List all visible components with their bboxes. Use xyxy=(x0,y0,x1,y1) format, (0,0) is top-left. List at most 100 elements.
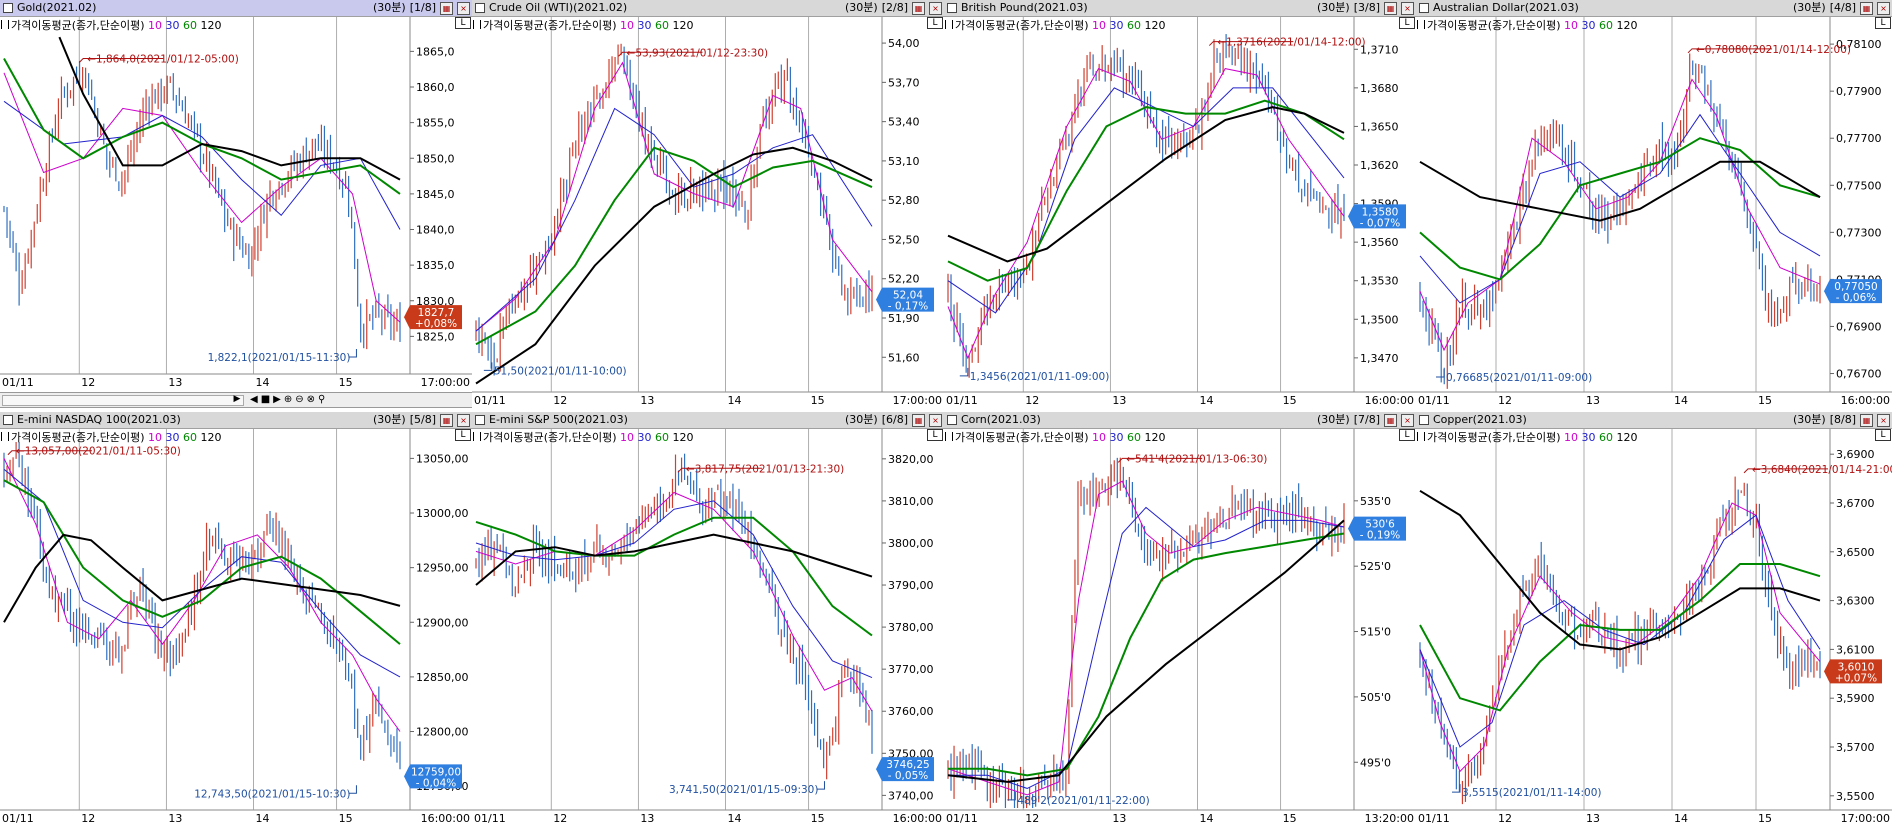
grid-icon[interactable]: ▦ xyxy=(1384,413,1397,427)
chart-title-bar[interactable]: British Pound(2021.03) (30분) [3/8] ▦ × xyxy=(944,0,1416,17)
log-scale-toggle[interactable]: L xyxy=(927,17,943,29)
ma-period-120: 120 xyxy=(1141,431,1166,444)
close-icon[interactable]: × xyxy=(457,413,470,427)
close-icon[interactable]: × xyxy=(1401,413,1414,427)
ma-line-10 xyxy=(947,480,1345,796)
page-indicator: [3/8] xyxy=(1353,1,1380,14)
low-label: 1,822,1(2021/01/15-11:30) xyxy=(208,352,351,364)
play-icon[interactable]: ▶ xyxy=(273,394,281,405)
zoom-reset-icon[interactable]: ⊗ xyxy=(306,394,316,405)
chart-scroll-toolbar[interactable]: ▶ ◀ ■ ▶ ⊕ ⊖ ⊗ ⚲ xyxy=(0,392,472,408)
close-icon[interactable]: × xyxy=(929,1,942,15)
high-label: ←53,93(2021/01/12-23:30) xyxy=(627,47,769,59)
page-indicator: [5/8] xyxy=(409,413,436,426)
ma-period-120: 120 xyxy=(1141,19,1166,32)
grid-icon[interactable]: ▦ xyxy=(1860,1,1873,15)
ma-period-60: 60 xyxy=(1123,431,1142,444)
chart-panel[interactable]: Gold(2021.02) (30분) [1/8] ▦ × 가격이동평균(종가,단순이평)… xyxy=(0,0,473,412)
ma-line-60 xyxy=(948,532,1345,777)
log-scale-toggle[interactable]: L xyxy=(455,17,471,29)
price-chart[interactable]: 01/11 12 13 14 15 13:20:00 535'0 525'0 515'0 505'… xyxy=(944,412,1416,824)
chart-title-bar[interactable]: Australian Dollar(2021.03) (30분) [4/8] ▦ × xyxy=(1416,0,1892,17)
log-scale-toggle[interactable]: L xyxy=(927,429,943,441)
ma-legend: 가격이동평균(종가,단순이평) 10 30 60 120 xyxy=(945,17,1166,33)
chart-title-bar[interactable]: Gold(2021.02) (30분) [1/8] ▦ × xyxy=(0,0,472,17)
select-checkbox[interactable] xyxy=(947,3,957,13)
x-tick-label: 01/11 xyxy=(1418,394,1450,407)
grid-icon[interactable]: ▦ xyxy=(912,413,925,427)
y-tick-label: 3760,00 xyxy=(888,705,934,718)
chart-title-bar[interactable]: Corn(2021.03) (30분) [7/8] ▦ × xyxy=(944,412,1416,429)
select-checkbox[interactable] xyxy=(475,3,485,13)
last-price: 1827,7 xyxy=(418,307,455,319)
zoom-out-icon[interactable]: ⊖ xyxy=(295,394,304,405)
y-tick-label: 53,10 xyxy=(888,155,920,168)
close-icon[interactable]: × xyxy=(457,1,470,15)
log-scale-toggle[interactable]: L xyxy=(1399,17,1415,29)
y-tick-label: 1825,0 xyxy=(416,330,455,343)
chart-panel[interactable]: E-mini S&P 500(2021.03) (30분) [6/8] ▦ × 가격이동평… xyxy=(472,412,945,824)
close-icon[interactable]: × xyxy=(1877,413,1890,427)
x-tick-label: 13 xyxy=(640,394,654,407)
price-chart[interactable]: 01/11 12 13 14 15 16:00:00 1,3710 1,3680 1,3650 1… xyxy=(944,0,1416,412)
chart-title-bar[interactable]: E-mini S&P 500(2021.03) (30분) [6/8] ▦ × xyxy=(472,412,944,429)
chart-title-bar[interactable]: Copper(2021.03) (30분) [8/8] ▦ × xyxy=(1416,412,1892,429)
last-change: - 0,06% xyxy=(1836,292,1877,304)
x-tick-label: 12 xyxy=(1025,394,1039,407)
log-scale-toggle[interactable]: L xyxy=(1399,429,1415,441)
chart-title-bar[interactable]: E-mini NASDAQ 100(2021.03) (30분) [5/8] ▦ × xyxy=(0,412,472,429)
stop-icon[interactable]: ■ xyxy=(260,394,271,405)
close-icon[interactable]: × xyxy=(1877,1,1890,15)
high-label: ←541'4(2021/01/13-06:30) xyxy=(1126,453,1267,465)
price-chart[interactable]: 01/11 12 13 14 15 17:00:00 54,00 53,70 53,40 53,1… xyxy=(472,0,944,412)
chart-panel[interactable]: Australian Dollar(2021.03) (30분) [4/8] ▦ × 가격… xyxy=(1416,0,1892,412)
chart-panel[interactable]: Crude Oil (WTI)(2021.02) (30분) [2/8] ▦ × 가격이동… xyxy=(472,0,945,412)
select-checkbox[interactable] xyxy=(1419,415,1429,425)
log-scale-toggle[interactable]: L xyxy=(1875,17,1891,29)
scroll-right-icon[interactable]: ▶ xyxy=(233,394,241,404)
select-checkbox[interactable] xyxy=(1419,3,1429,13)
close-icon[interactable]: × xyxy=(1401,1,1414,15)
chart-panel[interactable]: Copper(2021.03) (30분) [8/8] ▦ × 가격이동평균(종가,단순이… xyxy=(1416,412,1892,824)
log-scale-toggle[interactable]: L xyxy=(455,429,471,441)
page-indicator: [8/8] xyxy=(1829,413,1856,426)
grid-icon[interactable]: ▦ xyxy=(440,413,453,427)
scroll-track[interactable] xyxy=(2,395,244,406)
grid-icon[interactable]: ▦ xyxy=(440,1,453,15)
price-chart[interactable]: 01/11 12 13 14 15 17:00:00 3,6900 3,6700 3,6500 3… xyxy=(1416,412,1892,824)
high-label: ←1,864,0(2021/01/12-05:00) xyxy=(87,54,239,66)
ma-period-120: 120 xyxy=(197,431,222,444)
settings-icon[interactable]: ⚲ xyxy=(318,394,326,405)
grid-icon[interactable]: ▦ xyxy=(1860,413,1873,427)
chart-panel[interactable]: Corn(2021.03) (30분) [7/8] ▦ × 가격이동평균(종가,단순이평)… xyxy=(944,412,1417,824)
high-label: ←13,057,00(2021/01/11-05:30) xyxy=(16,446,181,458)
y-tick-label: 3,6100 xyxy=(1836,643,1875,656)
y-tick-label: 0,77500 xyxy=(1836,179,1882,192)
select-checkbox[interactable] xyxy=(475,415,485,425)
ma-line-60 xyxy=(947,99,1345,282)
select-checkbox[interactable] xyxy=(947,415,957,425)
price-chart[interactable]: 01/11 12 13 14 15 16:00:00 3820,00 3810,00 3800,… xyxy=(472,412,944,824)
select-checkbox[interactable] xyxy=(3,415,13,425)
select-checkbox[interactable] xyxy=(3,3,13,13)
scroll-left-icon[interactable]: ◀ xyxy=(250,394,258,405)
close-icon[interactable]: × xyxy=(929,413,942,427)
grid-icon[interactable]: ▦ xyxy=(1384,1,1397,15)
price-chart[interactable]: 01/11 12 13 14 15 17:00:00 1865,0 1860,0 1855,0 1… xyxy=(0,0,472,412)
ma-line-60 xyxy=(475,516,873,637)
price-chart[interactable]: 01/11 12 13 14 15 16:00:00 0,78100 0,77900 0,777… xyxy=(1416,0,1892,412)
x-tick-label: 14 xyxy=(1199,812,1213,824)
zoom-in-icon[interactable]: ⊕ xyxy=(283,394,293,405)
interval-label: (30분) xyxy=(1793,413,1826,426)
price-chart[interactable]: 01/11 12 13 14 15 16:00:00 13050,00 13000,00 129… xyxy=(0,412,472,824)
y-tick-label: 1,3680 xyxy=(1360,82,1399,95)
grid-icon[interactable]: ▦ xyxy=(912,1,925,15)
y-tick-label: 3800,00 xyxy=(888,537,934,550)
chart-title-bar[interactable]: Crude Oil (WTI)(2021.02) (30분) [2/8] ▦ × xyxy=(472,0,944,17)
chart-panel[interactable]: E-mini NASDAQ 100(2021.03) (30분) [5/8] ▦ × 가격… xyxy=(0,412,473,824)
chart-panel[interactable]: British Pound(2021.03) (30분) [3/8] ▦ × 가격이동평균… xyxy=(944,0,1417,412)
ma-label: 가격이동평균(종가,단순이평) xyxy=(11,19,145,32)
log-scale-toggle[interactable]: L xyxy=(1875,429,1891,441)
y-tick-label: 54,00 xyxy=(888,37,920,50)
ma-period-10: 10 xyxy=(1088,19,1107,32)
